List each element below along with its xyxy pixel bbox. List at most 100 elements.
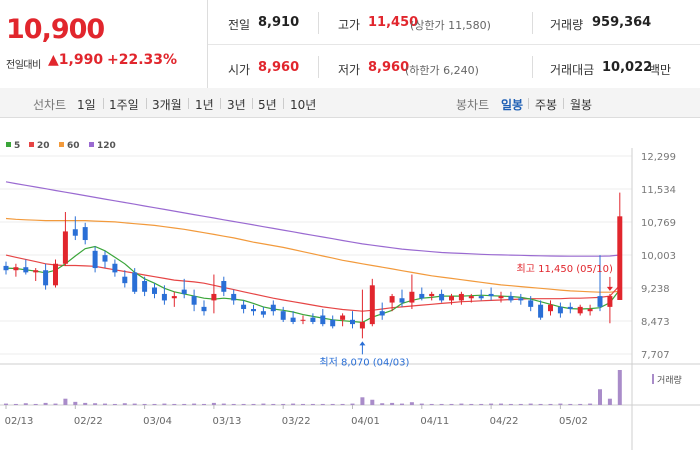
candle [389,293,395,312]
x-tick-label: 02/22 [74,416,103,427]
volume-bar [172,403,177,405]
candle-body [488,293,494,297]
legend-label: 60 [67,141,80,151]
tab-monthly[interactable]: 월봉 [570,98,593,112]
candle-body [508,296,514,301]
divider [532,12,533,34]
min-price-label: 최저 8,070 (04/03) [319,356,409,368]
volume-bar [617,370,622,405]
candle-body [231,293,237,301]
candle-body [72,229,78,236]
tab-divider [220,98,221,109]
amount-value: 10,022 [602,60,653,75]
candle [518,293,524,305]
candle [528,296,534,312]
max-price-label: 최고 11,450 (05/10) [517,263,613,275]
ma5-line [5,245,621,324]
volume-label: 거래량 [550,18,584,32]
candle-body [152,287,157,294]
candle-body [290,317,296,322]
volume-bar [301,403,305,405]
divider [208,44,700,45]
change-amount: 1,990 [58,52,104,68]
candles [3,192,623,339]
candle [280,306,286,322]
tab-period-3y[interactable]: 3년 [227,98,246,112]
tab-period-1w[interactable]: 1주일 [109,98,139,112]
candle-body [191,296,197,305]
volume-bar [182,403,187,405]
divider [318,12,319,34]
volume-bar [390,402,395,405]
volume-bar [400,403,404,405]
divider [318,56,319,78]
prev-close-value: 8,910 [258,15,300,30]
volume-bar [558,403,563,405]
x-tick-label: 04/01 [351,416,380,427]
tab-period-1y[interactable]: 1년 [195,98,214,112]
candle-body [369,285,375,325]
candle-body [82,227,88,241]
volume-bar [499,403,503,405]
tab-divider [146,98,147,109]
tab-period-10y[interactable]: 10년 [290,98,317,112]
volume-bar [73,401,78,405]
candle-body [142,281,148,292]
volume-bar [538,403,543,405]
max-arrow-head [606,286,613,291]
candle-body [122,276,128,284]
y-tick-label: 7,707 [641,350,670,361]
annotations: 최고 11,450 (05/10) 최저 8,070 (04/03) [319,263,613,368]
candle-body [181,289,187,294]
tab-daily[interactable]: 일봉 [501,98,524,112]
line-chart-label: 선차트 [33,98,67,112]
candle-body [221,281,227,292]
candle [577,304,583,316]
volume-bar [241,403,246,405]
candle-body [587,309,593,312]
candle [3,261,9,275]
volume-bar [409,402,414,405]
tab-divider [563,98,564,109]
candle-body [607,296,613,307]
candle [300,315,306,325]
candle [62,212,68,266]
volume-bar [103,403,107,405]
volume-bar [132,403,137,405]
candle [231,289,237,305]
candle-body [3,265,9,271]
candle-body [399,298,405,303]
tab-weekly[interactable]: 주봉 [535,98,558,112]
volume-legend-swatch [652,374,654,384]
candle [468,293,474,303]
candle [538,300,544,320]
volume-bar [598,389,602,405]
candle [439,289,445,303]
candle-body [132,272,138,292]
tab-period-3m[interactable]: 3개월 [152,98,182,112]
candle-body [617,216,623,300]
up-triangle-icon: ▲ [48,52,59,68]
tab-period-5y[interactable]: 5년 [258,98,277,112]
volume-bar [607,398,612,405]
candle-body [241,304,247,310]
candle [557,302,563,318]
candle [429,291,435,301]
amount-unit: 백만 [649,63,672,77]
candle-body [211,293,217,301]
candle-body [498,296,504,299]
volume-bar [370,399,375,405]
volume-bar [261,403,266,405]
candle [201,300,207,316]
candle-body [429,293,435,297]
y-tick-label: 9,238 [641,284,670,295]
tab-period-1d[interactable]: 1일 [77,98,96,112]
volume-bar [53,403,58,405]
upper-limit: (상한가 11,580) [410,19,491,32]
candle [607,293,613,324]
candle [161,285,167,305]
candle [23,259,29,275]
x-tick-label: 04/11 [420,416,449,427]
volume-bar [192,403,197,405]
volume-bar [469,403,474,405]
